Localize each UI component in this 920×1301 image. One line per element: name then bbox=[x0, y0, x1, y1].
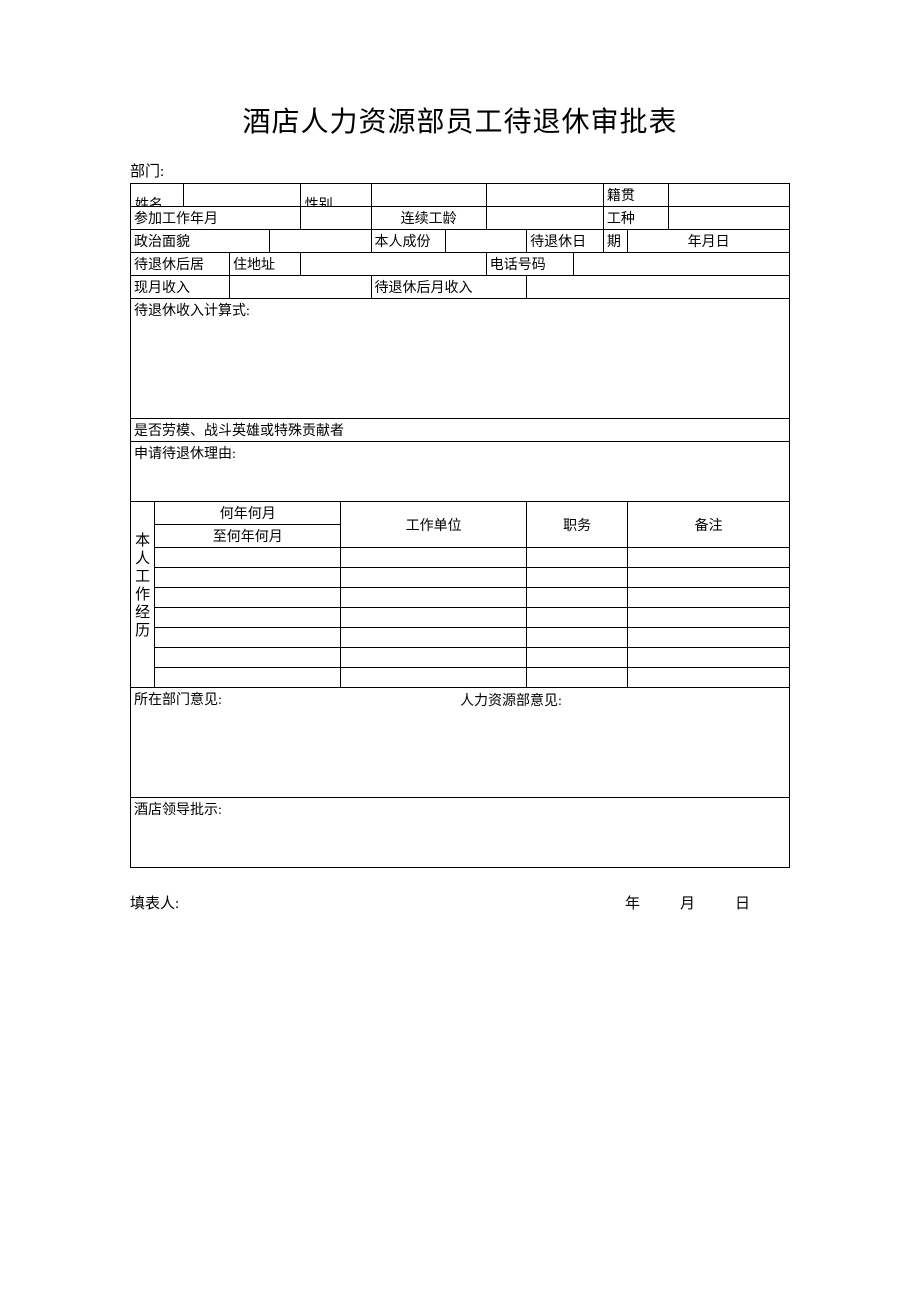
footer-row: 填表人: 年 月 日 bbox=[130, 888, 790, 913]
phone-label: 电话号码 bbox=[486, 253, 573, 276]
address-label: 住地址 bbox=[230, 253, 301, 276]
row-leader: 酒店领导批示: bbox=[131, 798, 790, 868]
history-row-2 bbox=[131, 568, 790, 588]
history-row-7 bbox=[131, 668, 790, 688]
calculation-cell: 待退休收入计算式: bbox=[131, 299, 790, 419]
gender-birth-cell: 出生年月 bbox=[371, 184, 486, 207]
history-row-4 bbox=[131, 608, 790, 628]
opinions-cell: 所在部门意见: 人力资源部意见: bbox=[131, 688, 790, 798]
history-row-3 bbox=[131, 588, 790, 608]
year-label: 年 bbox=[625, 892, 640, 913]
leader-opinion-cell: 酒店领导批示: bbox=[131, 798, 790, 868]
birth-value bbox=[486, 184, 603, 207]
seniority-label: 连续工龄 bbox=[371, 207, 486, 230]
filler-label: 填表人: bbox=[130, 892, 625, 913]
history-side-label: 本人工作经历 bbox=[131, 502, 155, 688]
row-residence: 待退休后居 住地址 电话号码 bbox=[131, 253, 790, 276]
name-value bbox=[183, 184, 300, 207]
history-row-1 bbox=[131, 548, 790, 568]
residence-label: 待退休后居 bbox=[131, 253, 230, 276]
department-label: 部门: bbox=[130, 160, 790, 181]
political-label: 政治面貌 bbox=[131, 230, 270, 253]
form-title: 酒店人力资源部员工待退休审批表 bbox=[130, 100, 790, 140]
composition-value bbox=[446, 230, 527, 253]
work-start-value bbox=[300, 207, 371, 230]
form-page: 酒店人力资源部员工待退休审批表 部门: 姓名 性别 出生年月 籍贯 参加工作年月… bbox=[0, 0, 920, 913]
phone-value bbox=[573, 253, 789, 276]
origin-label: 籍贯 bbox=[603, 184, 668, 207]
date-suffix: 期 bbox=[603, 230, 627, 253]
current-income-value bbox=[230, 276, 371, 299]
date-fields: 年 月 日 bbox=[625, 892, 790, 913]
row-name: 姓名 性别 出生年月 籍贯 bbox=[131, 184, 790, 207]
current-income-label: 现月收入 bbox=[131, 276, 230, 299]
origin-value bbox=[668, 184, 789, 207]
gender-label: 性别 bbox=[300, 184, 371, 207]
day-label: 日 bbox=[735, 892, 750, 913]
post-income-value bbox=[527, 276, 790, 299]
reason-cell: 申请待退休理由: bbox=[131, 442, 790, 502]
name-label: 姓名 bbox=[131, 184, 184, 207]
approval-table: 姓名 性别 出生年月 籍贯 参加工作年月 连续工龄 工种 政治面貌 本人成份 待… bbox=[130, 183, 790, 888]
retire-date-label: 待退休日 bbox=[527, 230, 604, 253]
history-col2: 工作单位 bbox=[341, 502, 527, 548]
history-col1b: 至何年何月 bbox=[155, 525, 341, 548]
address-value bbox=[300, 253, 486, 276]
date-format: 年月日 bbox=[628, 230, 790, 253]
work-start-label: 参加工作年月 bbox=[131, 207, 301, 230]
job-type-label: 工种 bbox=[603, 207, 668, 230]
dept-opinion-label: 所在部门意见: bbox=[134, 693, 222, 708]
history-header-1: 本人工作经历 何年何月 工作单位 职务 备注 bbox=[131, 502, 790, 525]
row-political: 政治面貌 本人成份 待退休日 期 年月日 bbox=[131, 230, 790, 253]
history-col4: 备注 bbox=[628, 502, 790, 548]
hr-opinion-label: 人力资源部意见: bbox=[460, 690, 562, 710]
row-work-start: 参加工作年月 连续工龄 工种 bbox=[131, 207, 790, 230]
row-opinions: 所在部门意见: 人力资源部意见: bbox=[131, 688, 790, 798]
row-income: 现月收入 待退休后月收入 bbox=[131, 276, 790, 299]
row-reason: 申请待退休理由: bbox=[131, 442, 790, 502]
political-value bbox=[270, 230, 371, 253]
job-type-value bbox=[668, 207, 789, 230]
seniority-value bbox=[486, 207, 603, 230]
composition-label: 本人成份 bbox=[371, 230, 446, 253]
history-row-6 bbox=[131, 648, 790, 668]
history-col3: 职务 bbox=[527, 502, 628, 548]
history-row-5 bbox=[131, 628, 790, 648]
model-worker-cell: 是否劳模、战斗英雄或特殊贡献者 bbox=[131, 419, 790, 442]
row-calculation: 待退休收入计算式: bbox=[131, 299, 790, 419]
post-income-label: 待退休后月收入 bbox=[371, 276, 527, 299]
month-label: 月 bbox=[680, 892, 695, 913]
history-col1a: 何年何月 bbox=[155, 502, 341, 525]
row-model: 是否劳模、战斗英雄或特殊贡献者 bbox=[131, 419, 790, 442]
